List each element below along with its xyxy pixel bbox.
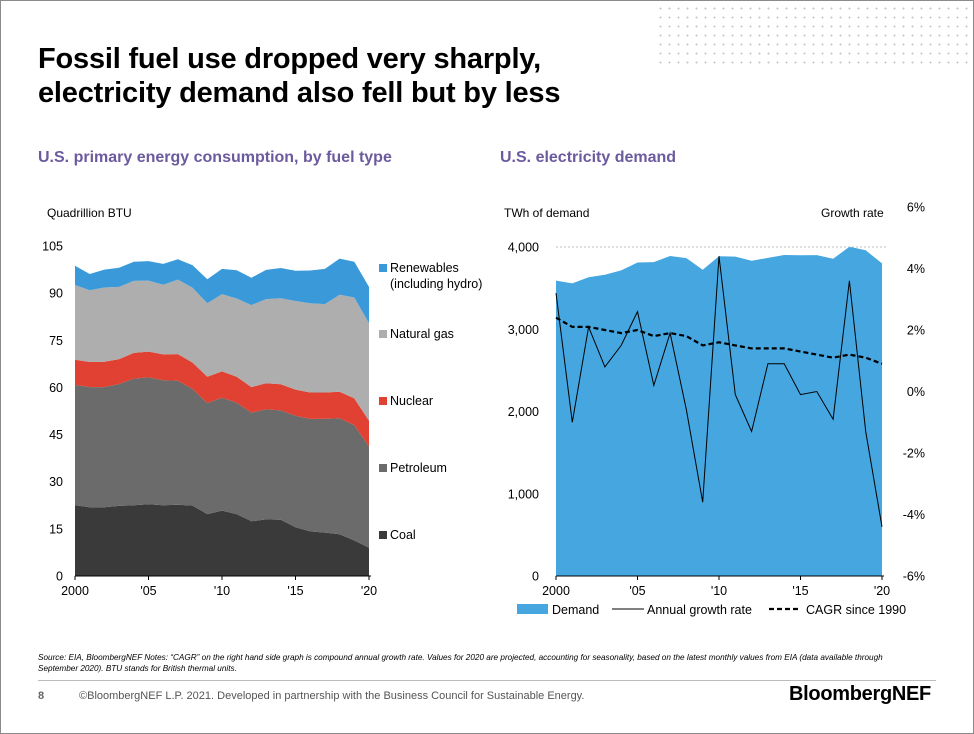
x-tick-label: '05 xyxy=(629,584,645,598)
energy-axes: 0 15 30 45 60 75 90 105 2000 '05 '10 '15 '20 xyxy=(42,240,377,599)
x-tick-label: '20 xyxy=(874,584,890,598)
legend-label-nuclear: Nuclear xyxy=(390,394,433,408)
legend-label-demand: Demand xyxy=(552,603,599,617)
left-y-axis-unit: Quadrillion BTU xyxy=(47,206,132,220)
y-tick-label: 45 xyxy=(49,428,63,442)
line-cagr-since-1990 xyxy=(555,316,883,365)
x-tick-label: '05 xyxy=(140,584,156,598)
brand-logo: BloombergNEF xyxy=(789,683,931,705)
y2-tick-label: -2% xyxy=(903,447,925,461)
legend-swatch-demand xyxy=(517,604,548,614)
legend-swatch-coal xyxy=(379,531,387,539)
y-tick-label: 75 xyxy=(49,334,63,348)
y2-tick-label: -4% xyxy=(903,508,925,522)
demand-axes: 0 1,000 2,000 3,000 4,000 -6% -4% -2% 0% 2% 4% 6% 20… xyxy=(508,201,925,599)
area-renewables xyxy=(75,258,369,324)
x-tick-label: '15 xyxy=(287,584,303,598)
y-tick-label: 15 xyxy=(49,522,63,536)
legend-label-annual-growth: Annual growth rate xyxy=(647,603,752,617)
legend-label-coal: Coal xyxy=(390,528,416,542)
area-nuclear xyxy=(75,351,369,447)
copyright-text: ©BloombergNEF L.P. 2021. Developed in pa… xyxy=(79,690,585,702)
legend-swatch-renewables xyxy=(379,264,387,272)
y-tick-label: 4,000 xyxy=(508,241,539,255)
y-tick-label: 60 xyxy=(49,381,63,395)
title-line-2: electricity demand also fell but by less xyxy=(38,77,561,109)
y-tick-label: 90 xyxy=(49,287,63,301)
demand-area-group xyxy=(556,246,882,577)
title-line-1: Fossil fuel use dropped very sharply, xyxy=(38,43,541,75)
x-tick-label: 2000 xyxy=(61,584,89,598)
area-natural xyxy=(75,279,369,421)
right-chart-title: U.S. electricity demand xyxy=(500,149,677,166)
y-tick-label: 0 xyxy=(56,570,63,584)
source-note: Source: EIA, BloombergNEF Notes: “CAGR” … xyxy=(38,653,883,673)
y2-tick-label: 6% xyxy=(907,201,925,215)
y2-tick-label: 2% xyxy=(907,324,925,338)
legend-label-petroleum: Petroleum xyxy=(390,461,447,475)
area-petroleum xyxy=(75,377,369,548)
x-tick-label: '20 xyxy=(361,584,377,598)
y-tick-label: 3,000 xyxy=(508,323,539,337)
y-tick-label: 1,000 xyxy=(508,487,539,501)
y-tick-label: 30 xyxy=(49,475,63,489)
energy-areas xyxy=(75,258,369,576)
x-tick-label: '15 xyxy=(792,584,808,598)
area-demand xyxy=(556,246,882,577)
legend-swatch-petroleum xyxy=(379,464,387,472)
x-tick-label: 2000 xyxy=(542,584,570,598)
right-y2-axis-unit: Growth rate xyxy=(821,206,884,220)
footer-divider xyxy=(38,680,936,681)
x-tick-label: '10 xyxy=(711,584,727,598)
left-chart-title: U.S. primary energy consumption, by fuel… xyxy=(38,149,392,166)
y2-tick-label: -6% xyxy=(903,570,925,584)
energy-legend: Renewables (including hydro) Natural gas… xyxy=(379,261,482,542)
slide-title: Fossil fuel use dropped very sharply, el… xyxy=(38,42,560,110)
decorative-dot-grid xyxy=(656,4,970,66)
y2-tick-label: 0% xyxy=(907,385,925,399)
legend-label-natural-gas: Natural gas xyxy=(390,327,454,341)
demand-legend: Demand Annual growth rate CAGR since 199… xyxy=(517,603,906,617)
line-annual-growth-rate xyxy=(555,256,883,527)
growth-lines-group xyxy=(555,256,883,527)
legend-label-cagr: CAGR since 1990 xyxy=(806,603,906,617)
page-number: 8 xyxy=(38,690,45,702)
right-y-axis-unit: TWh of demand xyxy=(504,206,590,220)
area-coal xyxy=(75,504,369,576)
y2-tick-label: 4% xyxy=(907,262,925,276)
y-tick-label: 105 xyxy=(42,240,63,254)
y-tick-label: 2,000 xyxy=(508,405,539,419)
legend-label-renewables: Renewables xyxy=(390,261,459,275)
legend-swatch-nuclear xyxy=(379,397,387,405)
x-tick-label: '10 xyxy=(214,584,230,598)
legend-label-renewables-sub: (including hydro) xyxy=(390,277,482,291)
legend-swatch-natural-gas xyxy=(379,330,387,338)
y-tick-label: 0 xyxy=(532,570,539,584)
